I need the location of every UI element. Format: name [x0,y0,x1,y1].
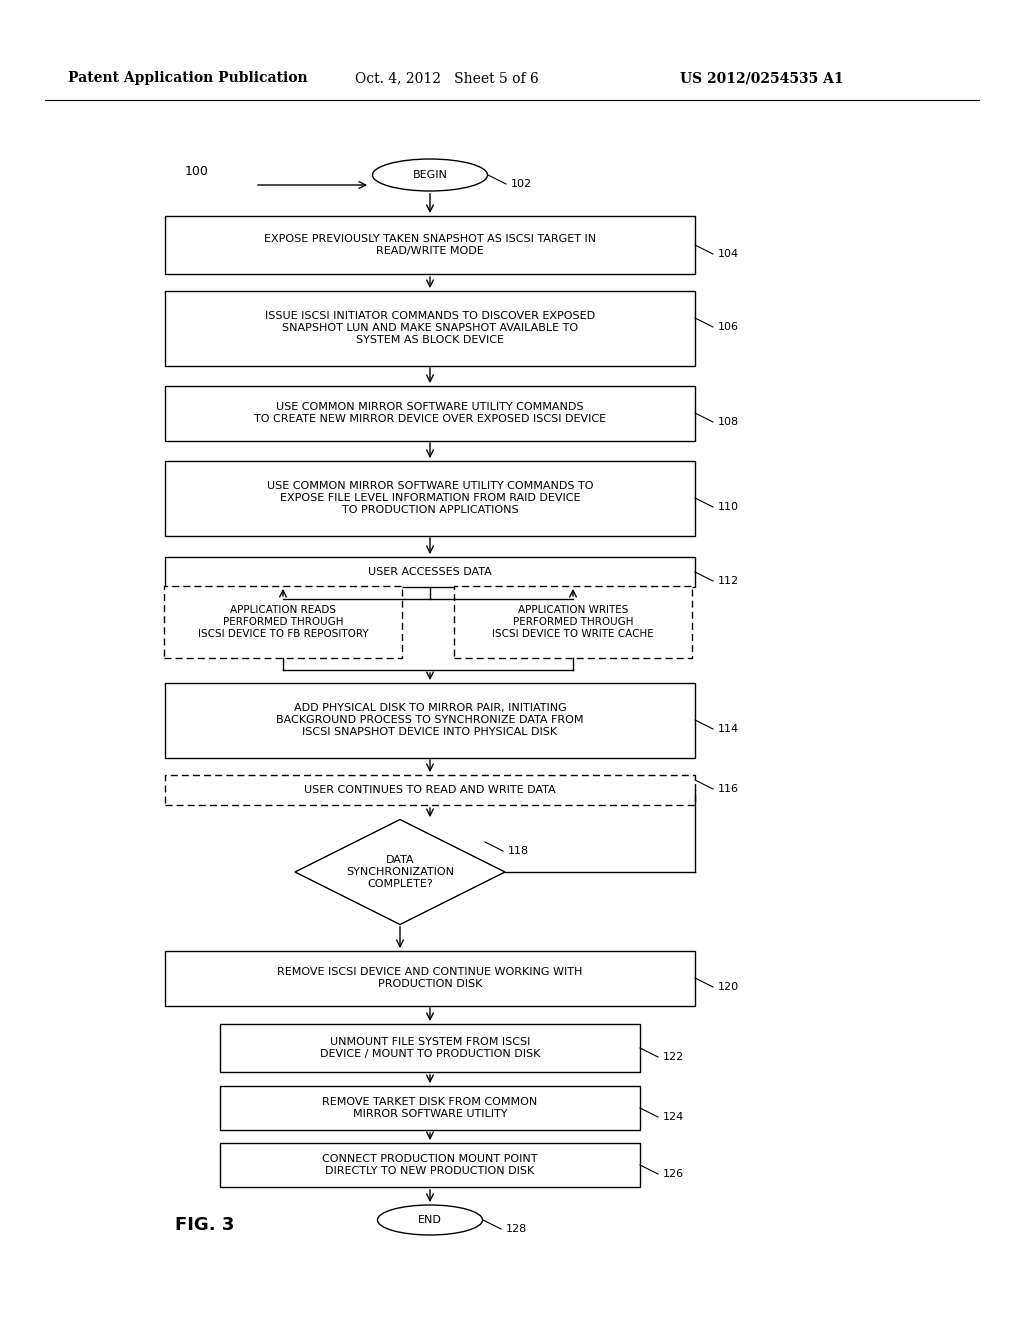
Ellipse shape [373,158,487,191]
Bar [165,682,695,758]
Ellipse shape [378,1205,482,1236]
Bar [220,1143,640,1187]
Text: 124: 124 [663,1111,684,1122]
Text: EXPOSE PREVIOUSLY TAKEN SNAPSHOT AS ISCSI TARGET IN
READ/WRITE MODE: EXPOSE PREVIOUSLY TAKEN SNAPSHOT AS ISCS… [264,234,596,256]
Text: USER CONTINUES TO READ AND WRITE DATA: USER CONTINUES TO READ AND WRITE DATA [304,785,556,795]
Text: 126: 126 [663,1170,684,1179]
Text: 114: 114 [718,723,739,734]
Text: 118: 118 [508,846,529,855]
Text: BEGIN: BEGIN [413,170,447,180]
Bar [165,557,695,587]
Text: ADD PHYSICAL DISK TO MIRROR PAIR, INITIATING
BACKGROUND PROCESS TO SYNCHRONIZE D: ADD PHYSICAL DISK TO MIRROR PAIR, INITIA… [276,704,584,737]
Bar [165,290,695,366]
Text: CONNECT PRODUCTION MOUNT POINT
DIRECTLY TO NEW PRODUCTION DISK: CONNECT PRODUCTION MOUNT POINT DIRECTLY … [323,1154,538,1176]
Text: USE COMMON MIRROR SOFTWARE UTILITY COMMANDS TO
EXPOSE FILE LEVEL INFORMATION FRO: USE COMMON MIRROR SOFTWARE UTILITY COMMA… [266,482,593,515]
Bar [165,216,695,275]
Text: 106: 106 [718,322,739,333]
Bar [165,385,695,441]
Text: 102: 102 [511,180,532,189]
Text: DATA
SYNCHRONIZATION
COMPLETE?: DATA SYNCHRONIZATION COMPLETE? [346,855,454,888]
Text: APPLICATION WRITES
PERFORMED THROUGH
ISCSI DEVICE TO WRITE CACHE: APPLICATION WRITES PERFORMED THROUGH ISC… [493,606,654,639]
Text: REMOVE ISCSI DEVICE AND CONTINUE WORKING WITH
PRODUCTION DISK: REMOVE ISCSI DEVICE AND CONTINUE WORKING… [278,968,583,989]
Text: US 2012/0254535 A1: US 2012/0254535 A1 [680,71,844,84]
Text: Patent Application Publication: Patent Application Publication [68,71,307,84]
Text: 122: 122 [663,1052,684,1063]
Text: ISSUE ISCSI INITIATOR COMMANDS TO DISCOVER EXPOSED
SNAPSHOT LUN AND MAKE SNAPSHO: ISSUE ISCSI INITIATOR COMMANDS TO DISCOV… [265,312,595,345]
Text: USE COMMON MIRROR SOFTWARE UTILITY COMMANDS
TO CREATE NEW MIRROR DEVICE OVER EXP: USE COMMON MIRROR SOFTWARE UTILITY COMMA… [254,403,606,424]
Text: END: END [418,1214,442,1225]
Text: 110: 110 [718,502,739,512]
Text: 120: 120 [718,982,739,993]
Text: REMOVE TARKET DISK FROM COMMON
MIRROR SOFTWARE UTILITY: REMOVE TARKET DISK FROM COMMON MIRROR SO… [323,1097,538,1119]
Text: 104: 104 [718,249,739,259]
Bar [220,1024,640,1072]
Text: USER ACCESSES DATA: USER ACCESSES DATA [368,568,492,577]
Text: 108: 108 [718,417,739,426]
Text: 128: 128 [506,1224,527,1234]
Bar [165,461,695,536]
Bar [220,1086,640,1130]
Text: 100: 100 [185,165,209,178]
Text: Oct. 4, 2012   Sheet 5 of 6: Oct. 4, 2012 Sheet 5 of 6 [355,71,539,84]
Bar [164,586,402,657]
Polygon shape [295,820,505,924]
Bar [454,586,692,657]
Text: FIG. 3: FIG. 3 [175,1216,234,1234]
Text: UNMOUNT FILE SYSTEM FROM ISCSI
DEVICE / MOUNT TO PRODUCTION DISK: UNMOUNT FILE SYSTEM FROM ISCSI DEVICE / … [319,1038,541,1059]
Bar [165,775,695,805]
Text: 112: 112 [718,576,739,586]
Text: APPLICATION READS
PERFORMED THROUGH
ISCSI DEVICE TO FB REPOSITORY: APPLICATION READS PERFORMED THROUGH ISCS… [198,606,369,639]
Text: 116: 116 [718,784,739,795]
Bar [165,950,695,1006]
